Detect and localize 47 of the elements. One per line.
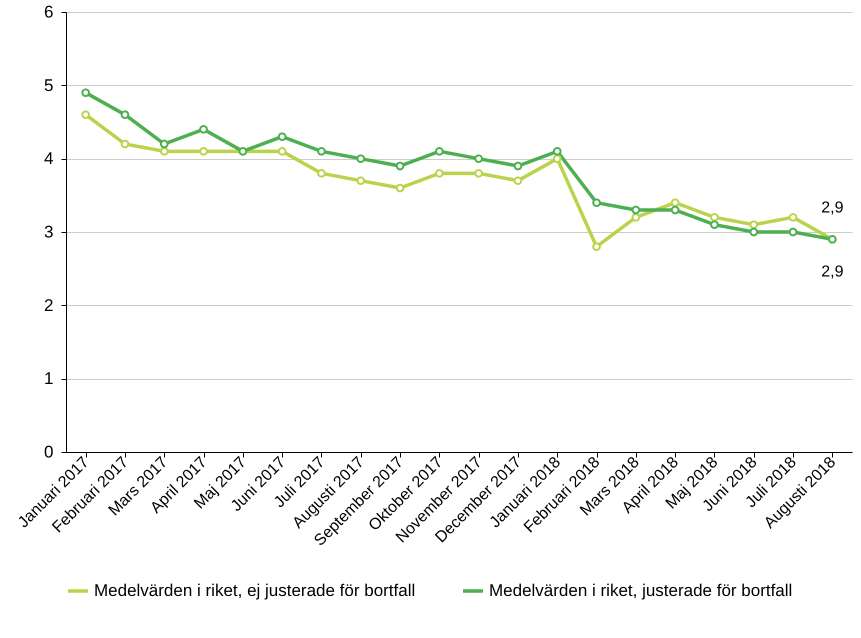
legend-label: Medelvärden i riket, justerade för bortfall xyxy=(489,581,792,600)
point xyxy=(434,146,444,156)
point xyxy=(356,154,366,164)
point xyxy=(788,228,798,236)
point xyxy=(592,242,601,252)
point xyxy=(199,124,208,134)
point xyxy=(592,198,601,208)
point xyxy=(81,88,90,98)
y-tick-label: 4 xyxy=(44,149,54,168)
point xyxy=(514,176,522,186)
point xyxy=(396,184,404,192)
point xyxy=(552,154,562,164)
point xyxy=(474,154,484,164)
point xyxy=(317,146,326,156)
point xyxy=(356,176,366,186)
y-tick-label: 5 xyxy=(44,76,54,95)
point xyxy=(317,168,326,178)
annotation: 2,9 xyxy=(821,199,844,216)
point xyxy=(749,228,758,236)
point xyxy=(278,146,287,156)
point xyxy=(434,168,444,178)
point xyxy=(199,146,208,156)
y-tick-label: 6 xyxy=(44,2,54,22)
annotation: 2,9 xyxy=(821,263,844,280)
point xyxy=(631,206,640,214)
point xyxy=(710,212,719,222)
point xyxy=(788,212,798,222)
y-tick-label: 1 xyxy=(44,369,54,388)
point xyxy=(749,220,758,230)
point xyxy=(631,212,640,222)
point xyxy=(474,168,484,178)
point xyxy=(160,140,169,148)
point xyxy=(670,206,680,214)
point xyxy=(120,140,130,148)
y-tick-label: 3 xyxy=(44,222,54,242)
point xyxy=(670,198,680,208)
y-tick-label: 0 xyxy=(44,442,54,462)
legend-label: Medelvärden i riket, ej justerade för bortfall xyxy=(94,581,416,600)
point xyxy=(710,220,719,230)
point xyxy=(120,110,130,120)
point xyxy=(160,146,169,156)
point xyxy=(396,162,404,170)
point xyxy=(552,146,562,156)
point xyxy=(278,132,287,142)
y-tick-label: 2 xyxy=(44,296,54,315)
point xyxy=(514,162,522,170)
point xyxy=(81,110,90,120)
